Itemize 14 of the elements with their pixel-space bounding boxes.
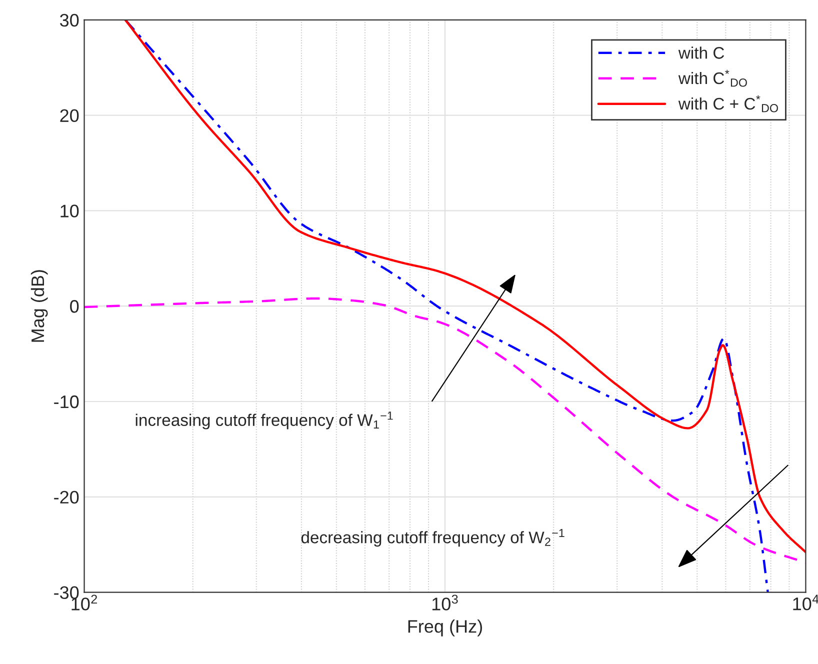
y-tick-label: 20 xyxy=(60,109,79,122)
annotation: decreasing cutoff frequency of W$_{2}$$^{−1}$ xyxy=(301,528,564,547)
y-axis-title: Mag (dB) xyxy=(30,270,48,342)
legend-label: with C xyxy=(678,46,724,59)
annotation: increasing cutoff frequency of W$_{1}$$^{−1}$ xyxy=(136,412,393,430)
y-tick-label: 10 xyxy=(60,204,79,218)
y-tick-label: 0 xyxy=(70,300,79,313)
y-tick-label: -20 xyxy=(54,490,79,504)
legend-label: with C$^{*}$$_{DO}$ xyxy=(678,70,747,87)
y-tick-label: -10 xyxy=(54,395,79,408)
x-axis-title: Freq (Hz) xyxy=(408,620,482,636)
legend-label: with C + C$^{*}$$_{DO}$ xyxy=(678,95,778,112)
x-tick-label: 10$^{3}$ xyxy=(432,594,458,610)
y-tick-label: 30 xyxy=(60,14,79,27)
